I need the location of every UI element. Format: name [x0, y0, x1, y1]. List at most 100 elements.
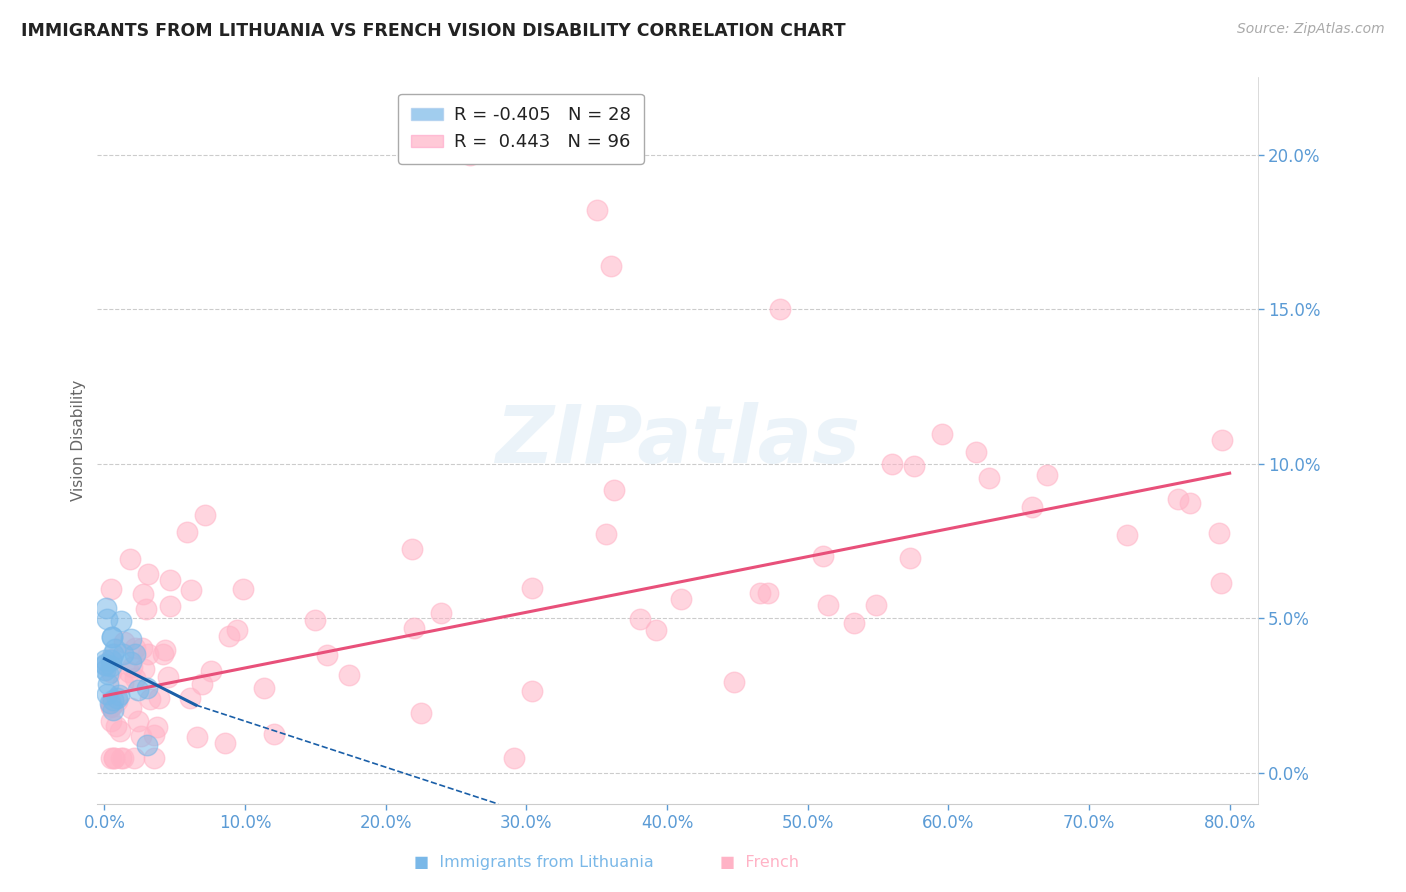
- Point: [865, 599, 887, 613]
- Point: [98, 696, 121, 710]
- Point: [263, 727, 285, 741]
- Point: [110, 750, 132, 764]
- Point: [100, 653, 122, 667]
- Point: [522, 684, 544, 698]
- Point: [603, 483, 626, 497]
- Point: [139, 692, 162, 706]
- Point: [131, 586, 153, 600]
- Point: [176, 524, 198, 539]
- Point: [108, 724, 131, 739]
- Point: [101, 648, 124, 662]
- Point: [903, 458, 925, 473]
- Point: [159, 573, 181, 587]
- Point: [120, 655, 142, 669]
- Point: [101, 703, 124, 717]
- Point: [101, 630, 124, 644]
- Point: [159, 599, 181, 613]
- Point: [100, 700, 122, 714]
- Point: [669, 592, 692, 607]
- Point: [768, 302, 790, 317]
- Point: [749, 586, 772, 600]
- Point: [103, 750, 125, 764]
- Point: [200, 665, 222, 679]
- Point: [194, 508, 217, 523]
- Point: [599, 259, 621, 273]
- Point: [129, 730, 152, 744]
- Point: [146, 720, 169, 734]
- Point: [756, 586, 779, 600]
- Point: [585, 203, 607, 218]
- Point: [148, 690, 170, 705]
- Point: [105, 691, 128, 706]
- Point: [100, 652, 122, 666]
- Point: [965, 444, 987, 458]
- Text: ZIPatlas: ZIPatlas: [495, 401, 860, 480]
- Point: [112, 635, 135, 649]
- Point: [101, 630, 124, 644]
- Point: [100, 665, 122, 679]
- Point: [105, 719, 128, 733]
- Point: [100, 659, 122, 673]
- Point: [118, 665, 141, 679]
- Point: [96, 687, 118, 701]
- Point: [844, 616, 866, 631]
- Point: [304, 613, 326, 627]
- Point: [94, 658, 117, 673]
- Point: [153, 643, 176, 657]
- Point: [96, 612, 118, 626]
- Point: [121, 660, 143, 674]
- Point: [136, 681, 159, 695]
- Point: [135, 602, 157, 616]
- Point: [979, 471, 1001, 485]
- Point: [124, 647, 146, 661]
- Point: [218, 629, 240, 643]
- Point: [124, 671, 146, 685]
- Point: [100, 696, 122, 710]
- Point: [644, 623, 666, 637]
- Point: [931, 426, 953, 441]
- Point: [232, 582, 254, 596]
- Point: [316, 648, 339, 663]
- Point: [112, 750, 135, 764]
- Point: [1167, 491, 1189, 506]
- Point: [120, 700, 142, 714]
- Text: Source: ZipAtlas.com: Source: ZipAtlas.com: [1237, 22, 1385, 37]
- Point: [214, 736, 236, 750]
- Point: [100, 699, 122, 714]
- Point: [458, 147, 481, 161]
- Point: [111, 676, 134, 690]
- Point: [430, 607, 453, 621]
- Point: [100, 699, 122, 714]
- Point: [1178, 496, 1201, 510]
- Point: [105, 693, 128, 707]
- Point: [135, 738, 157, 752]
- Point: [180, 583, 202, 598]
- Point: [1208, 525, 1230, 540]
- Point: [157, 671, 180, 685]
- Point: [131, 640, 153, 655]
- Point: [723, 674, 745, 689]
- Point: [104, 642, 127, 657]
- Y-axis label: Vision Disability: Vision Disability: [72, 380, 86, 501]
- Point: [401, 541, 423, 556]
- Point: [179, 690, 201, 705]
- Point: [110, 614, 132, 628]
- Point: [94, 657, 117, 672]
- Point: [225, 623, 247, 637]
- Point: [409, 706, 432, 720]
- Point: [97, 677, 120, 691]
- Point: [103, 692, 125, 706]
- Text: IMMIGRANTS FROM LITHUANIA VS FRENCH VISION DISABILITY CORRELATION CHART: IMMIGRANTS FROM LITHUANIA VS FRENCH VISI…: [21, 22, 846, 40]
- Point: [1036, 468, 1059, 483]
- Point: [100, 582, 122, 596]
- Point: [811, 549, 834, 563]
- Point: [120, 552, 142, 566]
- Point: [337, 668, 360, 682]
- Point: [136, 566, 159, 581]
- Point: [1211, 433, 1233, 447]
- Point: [253, 681, 276, 696]
- Point: [898, 550, 921, 565]
- Point: [628, 612, 651, 626]
- Text: ■  Immigrants from Lithuania: ■ Immigrants from Lithuania: [415, 855, 654, 870]
- Point: [880, 457, 903, 471]
